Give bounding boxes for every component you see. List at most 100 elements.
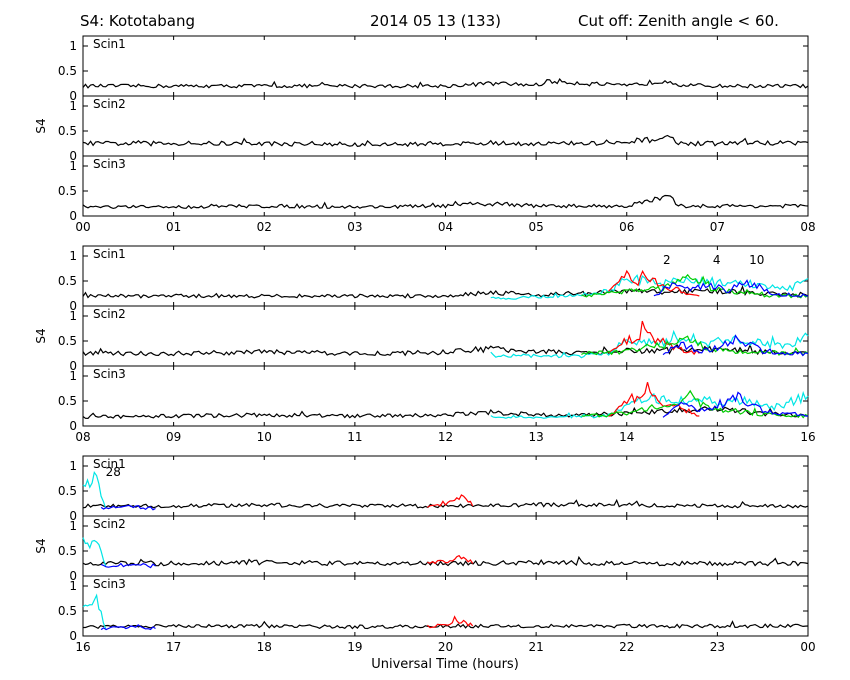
x-tick-label: 10 [257, 430, 272, 444]
panel-label: Scin1 [93, 247, 126, 261]
x-tick-label: 17 [166, 640, 181, 654]
x-tick-label: 07 [710, 220, 725, 234]
series-black [82, 284, 809, 299]
x-tick-label: 05 [528, 220, 543, 234]
y-tick-label: 0 [69, 569, 77, 583]
panel-scin3: 0 0.5 1 Scin3 [58, 365, 809, 433]
panel-label: Scin1 [93, 37, 126, 51]
y-tick-label: 1 [69, 309, 77, 323]
station-title: S4: Kototabang [80, 12, 195, 30]
y-tick-label: 1 [69, 39, 77, 53]
prn-label-28: 28 [106, 465, 121, 479]
series-black [82, 78, 809, 89]
panel-frame [82, 365, 809, 427]
series-cyan [490, 329, 809, 359]
panel-frame [82, 515, 809, 577]
y-tick-label: 0 [69, 629, 77, 643]
y-tick-label: 0.5 [58, 124, 77, 138]
panel-label: Scin2 [93, 307, 126, 321]
y-tick-label: 0 [69, 149, 77, 163]
x-tick-label: 20 [438, 640, 453, 654]
y-tick-label: 1 [69, 459, 77, 473]
y-tick-label: 0.5 [58, 604, 77, 618]
y-tick-label: 1 [69, 159, 77, 173]
y-tick-label: 0 [69, 89, 77, 103]
panel-scin1: 0 0.5 1 Scin1 [58, 245, 809, 313]
y-tick-label: 0.5 [58, 484, 77, 498]
x-tick-label: 03 [347, 220, 362, 234]
series-blue [662, 334, 809, 357]
panel-group-1: 0 0.5 1 Scin1 0 0.5 1 Scin2 0 0.5 1 Scin3 00 01 02 03 04… [34, 35, 816, 234]
x-tick-label: 11 [347, 430, 362, 444]
y-tick-label: 0.5 [58, 544, 77, 558]
x-tick-label: 16 [75, 640, 90, 654]
y-tick-label: 0.5 [58, 64, 77, 78]
panel-label: Scin1 [93, 457, 126, 471]
series-red [608, 269, 700, 297]
y-tick-label: 0.5 [58, 394, 77, 408]
x-tick-label: 14 [619, 430, 634, 444]
x-tick-label: 06 [619, 220, 634, 234]
x-tick-label: 19 [347, 640, 362, 654]
x-tick-label: 08 [75, 430, 90, 444]
series-green [581, 389, 809, 419]
series-red [426, 615, 474, 629]
panel-label: Scin2 [93, 517, 126, 531]
y-tick-label: 0 [69, 359, 77, 373]
x-tick-label: 04 [438, 220, 453, 234]
series-black [82, 194, 809, 210]
series-cyan [490, 274, 809, 300]
x-tick-label: 13 [528, 430, 543, 444]
series-blue [100, 624, 156, 631]
y-tick-label: 0.5 [58, 274, 77, 288]
series-cyan [82, 593, 107, 629]
panel-label: Scin3 [93, 157, 126, 171]
series-red [427, 494, 474, 508]
panel-scin1: 0 0.5 1 Scin1 [58, 455, 809, 523]
y-tick-label: 0.5 [58, 184, 77, 198]
x-tick-label: 22 [619, 640, 634, 654]
series-cyan [490, 390, 809, 419]
x-tick-label: 01 [166, 220, 181, 234]
series-blue [100, 562, 156, 569]
x-tick-label: 09 [166, 430, 181, 444]
y-tick-label: 0 [69, 299, 77, 313]
prn-label-4: 4 [713, 253, 721, 267]
y-tick-label: 1 [69, 99, 77, 113]
x-tick-label: 08 [800, 220, 815, 234]
series-red [608, 382, 700, 417]
series-red [608, 320, 700, 356]
panel-group-3: 0 0.5 1 Scin1 0 0.5 1 Scin2 0 0.5 1 Scin3 16 17 18 19 20… [34, 455, 816, 654]
panel-label: Scin3 [93, 367, 126, 381]
series-blue [653, 279, 809, 298]
x-tick-label: 16 [800, 430, 815, 444]
cutoff-title: Cut off: Zenith angle < 60. [578, 12, 779, 30]
x-tick-label: 15 [710, 430, 725, 444]
panel-scin3: 0 0.5 1 Scin3 [58, 155, 809, 223]
panel-group-2: 0 0.5 1 Scin1 0 0.5 1 Scin2 0 0.5 1 Scin3 08 09 10 11 12… [34, 245, 816, 444]
y-tick-label: 0.5 [58, 334, 77, 348]
y-tick-label: 1 [69, 519, 77, 533]
y-tick-label: 1 [69, 369, 77, 383]
y-axis-label: S4 [34, 328, 48, 343]
y-tick-label: 1 [69, 579, 77, 593]
panel-label: Scin2 [93, 97, 126, 111]
series-blue [662, 391, 808, 418]
panel-frame [82, 245, 809, 307]
panel-scin3: 0 0.5 1 Scin3 [58, 575, 809, 643]
panel-frame [82, 305, 809, 367]
y-tick-label: 0 [69, 209, 77, 223]
panel-scin2: 0 0.5 1 Scin2 [58, 305, 809, 373]
x-axis-label: Universal Time (hours) [371, 657, 519, 672]
series-cyan [82, 537, 107, 567]
x-tick-label: 12 [438, 430, 453, 444]
series-black [82, 555, 809, 567]
panel-scin2: 0 0.5 1 Scin2 [58, 515, 809, 583]
series-red [427, 554, 474, 565]
series-green [581, 273, 809, 299]
series-black [82, 134, 809, 148]
series-black [83, 620, 809, 630]
panel-label: Scin3 [93, 577, 126, 591]
